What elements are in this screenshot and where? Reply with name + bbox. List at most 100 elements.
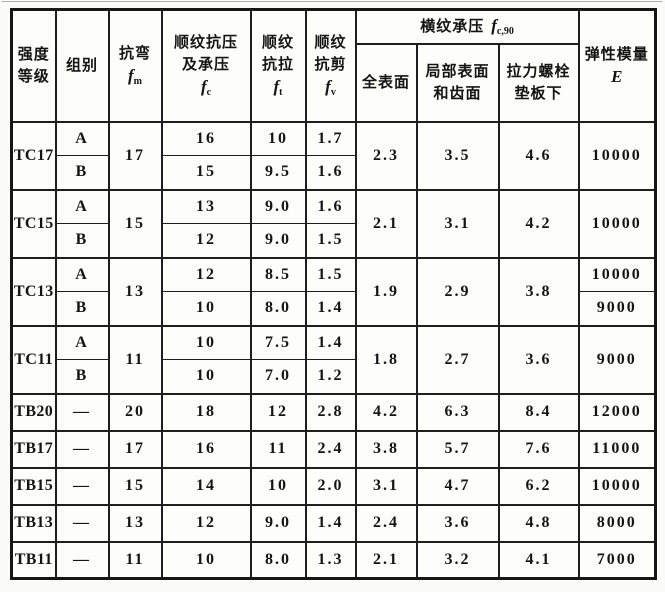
group-cell: B <box>54 155 110 190</box>
ft-cell: 9.0 <box>249 223 307 258</box>
fc-cell: 15 <box>160 155 252 190</box>
partial-surface-cell: 4.7 <box>415 466 500 505</box>
fv-cell: 2.8 <box>304 392 357 431</box>
modulus-cell: 10000 <box>577 256 657 292</box>
header-strength-grade: 强度 等级 <box>10 9 57 123</box>
partial-surface-cell: 2.7 <box>415 324 500 394</box>
modulus-cell: 7000 <box>577 540 657 579</box>
bolt-plate-cell: 8.4 <box>497 392 580 431</box>
table-row: TC15 A 15 13 9.0 1.6 2.1 3.1 4.2 10000 <box>10 188 657 258</box>
header-text: 弹性模量 <box>584 46 649 64</box>
header-text: 垫板下 <box>514 84 563 102</box>
fv-cell: 1.5 <box>304 256 357 292</box>
full-surface-cell: 2.4 <box>354 503 418 542</box>
ft-cell: 9.0 <box>249 188 307 224</box>
table-row: B 10 8.0 1.4 9000 <box>12 291 657 326</box>
header-text: 全表面 <box>361 73 410 91</box>
group-cell: A <box>54 324 110 360</box>
fm-cell: 17 <box>107 120 163 190</box>
header-text: 强度 <box>17 46 50 63</box>
grade-cell: TB17 <box>10 429 57 468</box>
fv-cell: 1.2 <box>304 359 357 394</box>
header-text: 抗拉 <box>261 56 294 73</box>
modulus-cell: 9000 <box>577 324 657 394</box>
group-cell: A <box>54 256 110 292</box>
fc-cell: 16 <box>160 120 252 156</box>
header-text: 组别 <box>65 56 98 74</box>
table-row: TB20 — 20 18 12 2.8 4.2 6.3 8.4 12000 <box>10 392 657 431</box>
header-text: 横纹承压 <box>420 18 485 35</box>
partial-surface-cell: 6.3 <box>415 392 500 431</box>
header-text: 顺纹抗压 <box>173 34 238 52</box>
modulus-cell: 12000 <box>577 392 657 431</box>
ft-cell: 8.5 <box>249 256 307 292</box>
fc-cell: 10 <box>160 291 252 326</box>
bolt-plate-cell: 4.8 <box>497 503 580 542</box>
header-elastic-modulus: 弹性模量 E <box>577 9 657 123</box>
header-row-1: 强度 等级 组别 抗弯 fm 顺纹抗压 及承压 fc 顺纹 抗拉 <box>10 9 657 123</box>
fc-cell: 12 <box>160 256 252 292</box>
grade-cell: TB13 <box>10 503 57 542</box>
header-compression-parallel: 顺纹抗压 及承压 fc <box>160 9 252 123</box>
modulus-cell: 8000 <box>577 503 657 542</box>
grade-cell: TC13 <box>10 256 57 326</box>
header-bending: 抗弯 fm <box>107 9 163 123</box>
timber-strength-grade-table: 强度 等级 组别 抗弯 fm 顺纹抗压 及承压 fc 顺纹 抗拉 <box>10 8 658 580</box>
fc-cell: 12 <box>160 503 252 542</box>
header-text: 拉力螺栓 <box>506 62 571 80</box>
partial-surface-cell: 3.5 <box>415 120 500 190</box>
symbol-fm: fm <box>127 65 142 87</box>
fm-cell: 17 <box>107 429 163 468</box>
fm-cell: 13 <box>107 503 163 542</box>
header-shear-parallel: 顺纹 抗剪 fv <box>304 9 357 123</box>
fm-cell: 15 <box>107 466 163 505</box>
grade-cell: TC11 <box>10 324 57 394</box>
partial-surface-cell: 3.1 <box>415 188 500 258</box>
modulus-cell: 10000 <box>577 466 657 505</box>
fv-cell: 1.4 <box>304 503 357 542</box>
header-group: 组别 <box>54 9 110 123</box>
full-surface-cell: 2.3 <box>354 120 418 190</box>
ft-cell: 7.5 <box>249 324 307 360</box>
header-partial-surface: 局部表面 和齿面 <box>415 43 500 123</box>
fm-cell: 20 <box>107 392 163 431</box>
fv-cell: 2.4 <box>304 429 357 468</box>
full-surface-cell: 4.2 <box>354 392 418 431</box>
fc-cell: 10 <box>160 359 252 394</box>
fm-cell: 13 <box>107 256 163 326</box>
ft-cell: 7.0 <box>249 359 307 394</box>
modulus-cell: 9000 <box>577 291 657 326</box>
bolt-plate-cell: 4.1 <box>497 540 580 579</box>
symbol-fc: fc <box>200 76 212 98</box>
ft-cell: 12 <box>249 392 307 431</box>
scan-edge-rule <box>2 1 662 2</box>
group-cell: — <box>54 540 110 579</box>
ft-cell: 9.0 <box>249 503 307 542</box>
fv-cell: 1.4 <box>304 324 357 360</box>
group-cell: — <box>54 392 110 431</box>
grade-cell: TC15 <box>10 188 57 258</box>
fc-cell: 10 <box>160 540 252 579</box>
table-row: TB17 — 17 16 11 2.4 3.8 5.7 7.6 11000 <box>10 429 657 468</box>
fm-cell: 15 <box>107 188 163 258</box>
fv-cell: 1.4 <box>304 291 357 326</box>
grade-cell: TB11 <box>10 540 57 579</box>
grade-cell: TB20 <box>10 392 57 431</box>
header-bolt-plate: 拉力螺栓 垫板下 <box>497 43 580 123</box>
table-row: B 10 7.0 1.2 <box>12 359 656 394</box>
header-tension-parallel: 顺纹 抗拉 ft <box>249 9 307 123</box>
fv-cell: 1.5 <box>304 223 357 258</box>
fv-cell: 2.0 <box>304 466 357 505</box>
full-surface-cell: 1.9 <box>354 256 418 326</box>
partial-surface-cell: 5.7 <box>415 429 500 468</box>
header-text: 及承压 <box>181 56 230 73</box>
full-surface-cell: 1.8 <box>354 324 418 394</box>
header-text: 抗剪 <box>314 56 347 73</box>
group-cell: — <box>54 466 110 505</box>
bolt-plate-cell: 4.2 <box>497 188 580 258</box>
ft-cell: 10 <box>249 466 307 505</box>
ft-cell: 9.5 <box>249 155 307 190</box>
fc-cell: 14 <box>160 466 252 505</box>
full-surface-cell: 3.8 <box>354 429 418 468</box>
table-row: TC17 A 17 16 10 1.7 2.3 3.5 4.6 10000 <box>10 120 657 190</box>
